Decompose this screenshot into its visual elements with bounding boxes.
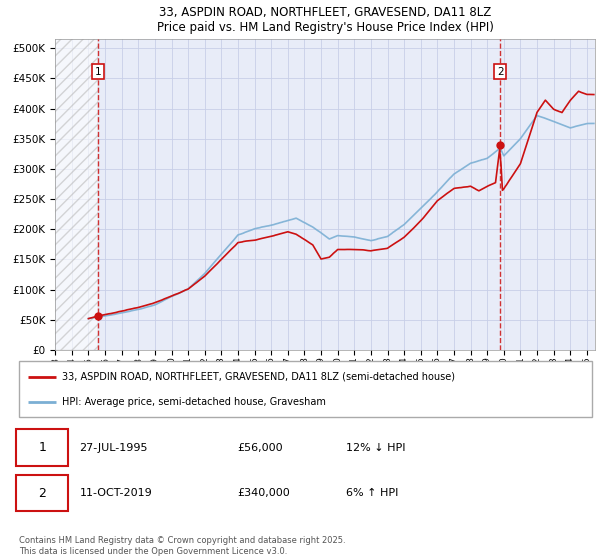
Text: £56,000: £56,000 <box>237 442 283 452</box>
Title: 33, ASPDIN ROAD, NORTHFLEET, GRAVESEND, DA11 8LZ
Price paid vs. HM Land Registry: 33, ASPDIN ROAD, NORTHFLEET, GRAVESEND, … <box>157 6 494 34</box>
Text: 27-JUL-1995: 27-JUL-1995 <box>79 442 148 452</box>
Text: £340,000: £340,000 <box>237 488 290 498</box>
Text: Contains HM Land Registry data © Crown copyright and database right 2025.
This d: Contains HM Land Registry data © Crown c… <box>19 536 346 556</box>
Text: 1: 1 <box>38 441 46 454</box>
Text: 2: 2 <box>38 487 46 500</box>
Text: 11-OCT-2019: 11-OCT-2019 <box>79 488 152 498</box>
FancyBboxPatch shape <box>16 430 68 466</box>
Text: HPI: Average price, semi-detached house, Gravesham: HPI: Average price, semi-detached house,… <box>62 396 326 407</box>
Text: 2: 2 <box>497 67 503 77</box>
Text: 6% ↑ HPI: 6% ↑ HPI <box>346 488 398 498</box>
Text: 1: 1 <box>95 67 101 77</box>
Text: 33, ASPDIN ROAD, NORTHFLEET, GRAVESEND, DA11 8LZ (semi-detached house): 33, ASPDIN ROAD, NORTHFLEET, GRAVESEND, … <box>62 372 455 382</box>
Text: 12% ↓ HPI: 12% ↓ HPI <box>346 442 406 452</box>
FancyBboxPatch shape <box>16 475 68 511</box>
Bar <box>55 39 98 350</box>
